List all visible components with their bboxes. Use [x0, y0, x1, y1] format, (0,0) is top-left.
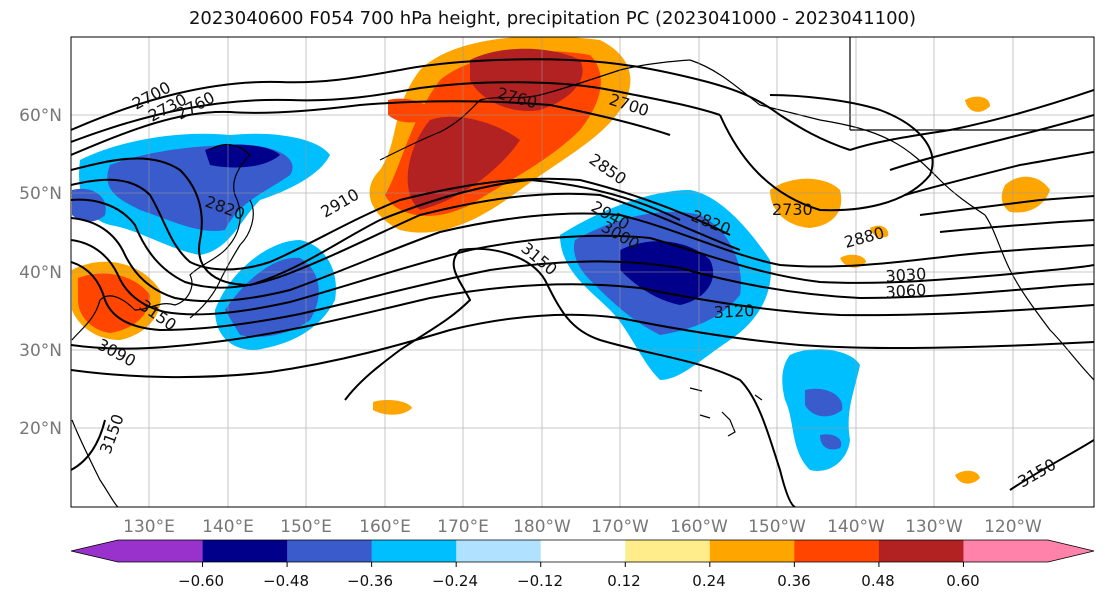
colorbar-tick-labels: −0.60 −0.48 −0.36 −0.24 −0.12 0.12 0.24 …	[178, 572, 980, 590]
colorbar-tick-label: −0.60	[178, 572, 224, 590]
contour-label: 2730	[772, 200, 813, 219]
colorbar-segment	[878, 540, 964, 562]
lon-label: 120°W	[984, 517, 1042, 537]
lon-label: 130°W	[905, 517, 963, 537]
latitude-labels: 60°N 50°N 40°N 30°N 20°N	[19, 106, 62, 439]
map-area	[71, 37, 1094, 507]
colorbar-tick-label: 0.36	[777, 572, 810, 590]
colorbar-segment	[794, 540, 880, 562]
colorbar-segment-right-extend	[963, 540, 1094, 562]
lon-label: 140°W	[827, 517, 885, 537]
contour-label: 3030	[885, 264, 927, 286]
colorbar-tick-label: 0.12	[607, 572, 640, 590]
contour-label: 3120	[713, 301, 755, 322]
colorbar-segment-left-extend	[71, 540, 203, 562]
colorbar-tick-label: −0.24	[432, 572, 478, 590]
lon-label: 160°W	[670, 517, 728, 537]
colorbar-segment	[202, 540, 288, 562]
longitude-labels: 130°E 140°E 150°E 160°E 170°E 180°W 170°…	[123, 517, 1042, 537]
lat-label: 20°N	[19, 419, 62, 439]
lon-label: 150°W	[748, 517, 806, 537]
colorbar-tick-label: 0.60	[946, 572, 979, 590]
colorbar-tick-label: −0.36	[347, 572, 393, 590]
lon-label: 140°E	[202, 517, 254, 537]
contour-label: 3060	[885, 280, 927, 302]
colorbar-tick-label: −0.48	[263, 572, 309, 590]
lat-label: 40°N	[19, 263, 62, 283]
lon-label: 160°E	[359, 517, 411, 537]
graticule	[71, 37, 1094, 507]
colorbar-tick-label: 0.48	[861, 572, 894, 590]
colorbar-outline	[70, 539, 1095, 563]
colorbar-segment	[287, 540, 373, 562]
colorbar-tick-label: −0.12	[517, 572, 563, 590]
lat-label: 60°N	[19, 106, 62, 126]
colorbar-segment	[709, 540, 795, 562]
lat-label: 30°N	[19, 341, 62, 361]
colorbar-segment	[540, 540, 626, 562]
colorbar-segment	[456, 540, 542, 562]
lat-label: 50°N	[19, 184, 62, 204]
colorbar-segment	[371, 540, 457, 562]
map-frame	[70, 36, 1095, 508]
lon-label: 170°E	[437, 517, 489, 537]
lon-label: 150°E	[280, 517, 332, 537]
lon-label: 170°W	[591, 517, 649, 537]
colorbar-tick-label: 0.24	[692, 572, 725, 590]
colorbar-segment	[625, 540, 711, 562]
map-title: 2023040600 F054 700 hPa height, precipit…	[188, 8, 917, 29]
lon-label: 130°E	[123, 517, 175, 537]
lon-label: 180°W	[513, 517, 571, 537]
coastlines	[71, 37, 1094, 507]
colorbar	[70, 539, 1095, 567]
height-contours	[71, 58, 1094, 507]
